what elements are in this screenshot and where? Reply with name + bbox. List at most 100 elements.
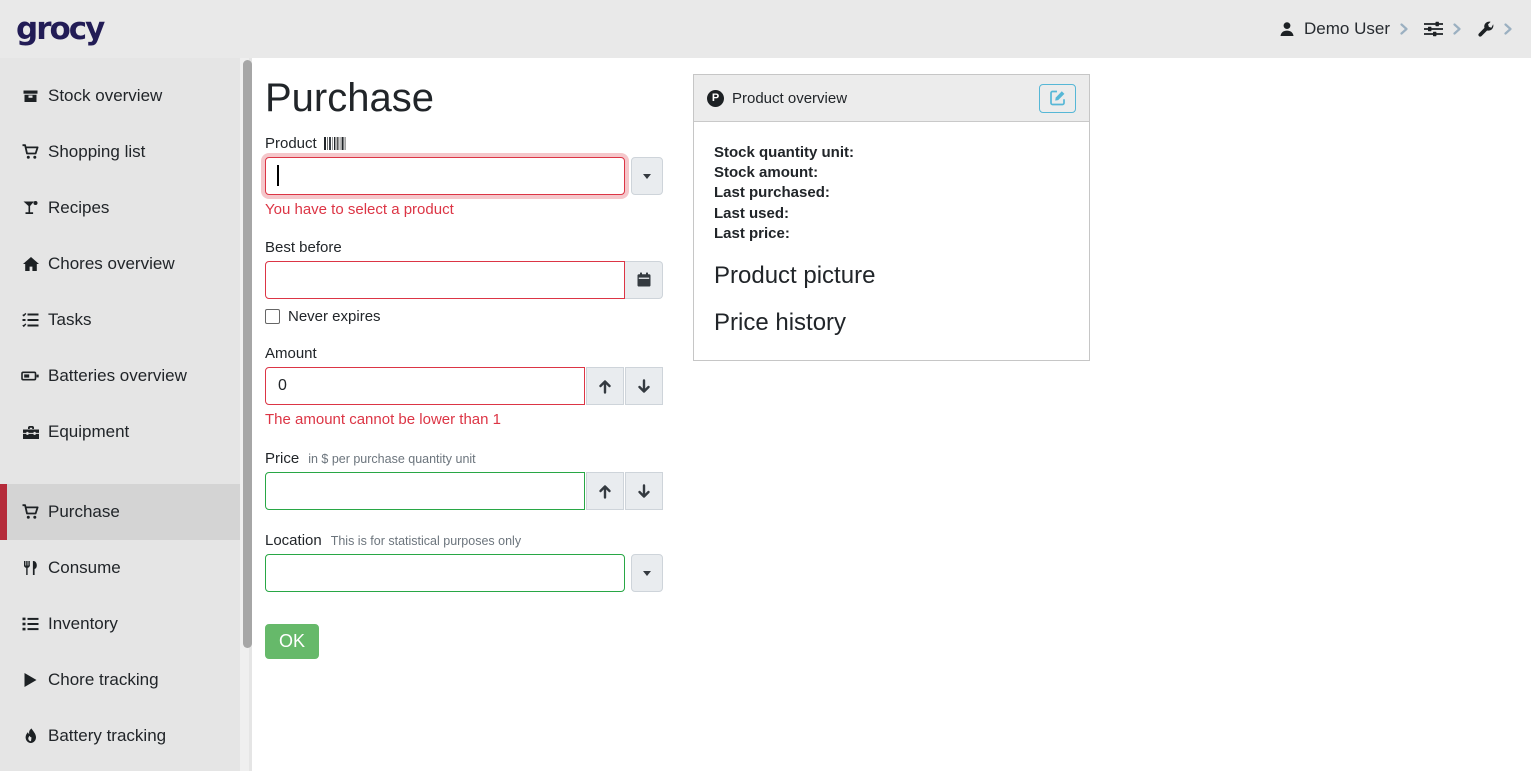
- toolbox-icon: [21, 424, 40, 440]
- sidebar-item-batteries-overview[interactable]: Batteries overview: [0, 348, 252, 404]
- sidebar-item-label: Consume: [48, 558, 121, 577]
- product-hunt-icon: P: [707, 89, 724, 107]
- chevron-down-icon: [643, 570, 651, 576]
- sidebar-scrollbar[interactable]: [243, 60, 252, 648]
- barcode-icon: [323, 137, 346, 150]
- sliders-icon: [1424, 21, 1443, 37]
- sidebar-item-equipment[interactable]: Equipment: [0, 404, 252, 460]
- sidebar-item-stock-overview[interactable]: Stock overview: [0, 68, 252, 124]
- product-overview-card: P Product overview Stock quantity unit: …: [693, 74, 1090, 361]
- price-label: Price: [265, 450, 300, 467]
- user-name: Demo User: [1304, 19, 1390, 38]
- admin-menu[interactable]: [1477, 21, 1513, 38]
- wrench-icon: [1477, 21, 1494, 38]
- amount-input[interactable]: [265, 367, 585, 405]
- main-content: Purchase Product: [252, 58, 1531, 771]
- product-picture-heading: Product picture: [714, 262, 876, 290]
- sidebar-item-label: Inventory: [48, 614, 118, 633]
- amount-field: Amount The amount cannot be: [265, 345, 663, 428]
- cocktail-icon: [21, 200, 40, 216]
- arrow-down-icon: [637, 483, 651, 499]
- price-field: Price in $ per purchase quantity unit: [265, 450, 663, 510]
- best-before-input[interactable]: [265, 261, 625, 299]
- sidebar-item-shopping-list[interactable]: Shopping list: [0, 124, 252, 180]
- product-error: You have to select a product: [265, 201, 454, 218]
- edit-product-button[interactable]: [1039, 83, 1076, 113]
- product-overview-header: P Product overview: [694, 75, 1089, 122]
- product-dropdown-toggle[interactable]: [631, 157, 663, 195]
- price-hint: in $ per purchase quantity unit: [308, 451, 476, 466]
- ok-button[interactable]: OK: [265, 624, 320, 659]
- shopping-cart-icon: [21, 144, 40, 160]
- chevron-right-icon: [1503, 23, 1513, 35]
- sidebar-item-label: Shopping list: [48, 142, 146, 161]
- sidebar-item-consume[interactable]: Consume: [0, 540, 252, 596]
- product-overview-title: Product overview: [732, 89, 848, 107]
- sidebar-item-label: Equipment: [48, 422, 130, 441]
- tasks-icon: [21, 312, 40, 328]
- user-icon: [1279, 21, 1295, 37]
- best-before-label: Best before: [265, 239, 342, 256]
- last-used-label: Last used:: [714, 204, 790, 222]
- flame-icon: [21, 728, 40, 744]
- calendar-icon: [636, 272, 652, 288]
- chevron-right-icon: [1452, 23, 1462, 35]
- price-increment-button[interactable]: [586, 472, 624, 510]
- sidebar-item-label: Batteries overview: [48, 366, 187, 385]
- home-icon: [21, 256, 40, 272]
- never-expires-row: Never expires: [265, 308, 663, 325]
- calendar-button[interactable]: [625, 261, 663, 299]
- sidebar: Stock overview Shopping list Recipes Cho…: [0, 58, 252, 771]
- settings-menu[interactable]: [1424, 21, 1462, 37]
- last-price-label: Last price:: [714, 224, 790, 242]
- product-label: Product: [265, 135, 317, 152]
- location-field: Location This is for statistical purpose…: [265, 532, 663, 592]
- sidebar-item-label: Battery tracking: [48, 726, 167, 745]
- list-icon: [21, 616, 40, 632]
- text-cursor: [277, 165, 279, 186]
- stock-amount-label: Stock amount:: [714, 164, 819, 182]
- location-input[interactable]: [265, 554, 625, 592]
- edit-icon: [1049, 90, 1066, 106]
- location-label: Location: [265, 532, 322, 549]
- grocy-logo[interactable]: grocy: [16, 10, 105, 47]
- arrow-up-icon: [598, 484, 612, 499]
- amount-increment-button[interactable]: [586, 367, 624, 405]
- best-before-field: Best before Never expires: [265, 239, 663, 325]
- chevron-down-icon: [643, 173, 651, 179]
- arrow-down-icon: [637, 378, 651, 394]
- arrow-up-icon: [598, 379, 612, 394]
- stock-quantity-unit-label: Stock quantity unit:: [714, 144, 854, 161]
- product-input[interactable]: [265, 157, 625, 195]
- price-decrement-button[interactable]: [625, 472, 663, 510]
- never-expires-checkbox[interactable]: [265, 309, 280, 324]
- page-title: Purchase: [265, 76, 434, 120]
- sidebar-item-tasks[interactable]: Tasks: [0, 292, 252, 348]
- sidebar-item-recipes[interactable]: Recipes: [0, 180, 252, 236]
- user-menu[interactable]: Demo User: [1279, 19, 1409, 39]
- play-icon: [21, 672, 40, 688]
- location-dropdown-toggle[interactable]: [631, 554, 663, 592]
- amount-error: The amount cannot be lower than 1: [265, 411, 501, 428]
- navbar-right: Demo User: [1279, 19, 1513, 39]
- utensils-icon: [21, 560, 40, 576]
- price-input[interactable]: [265, 472, 585, 510]
- sidebar-item-purchase[interactable]: Purchase: [0, 484, 252, 540]
- sidebar-item-chores-overview[interactable]: Chores overview: [0, 236, 252, 292]
- amount-label: Amount: [265, 345, 317, 362]
- shopping-cart-icon: [21, 504, 40, 520]
- sidebar-item-battery-tracking[interactable]: Battery tracking: [0, 708, 252, 764]
- battery-icon: [21, 368, 40, 384]
- top-navbar: grocy Demo User: [0, 0, 1531, 58]
- sidebar-item-label: Stock overview: [48, 86, 163, 105]
- last-purchased-label: Last purchased:: [714, 184, 830, 202]
- sidebar-item-label: Recipes: [48, 198, 110, 217]
- chevron-right-icon: [1399, 23, 1409, 35]
- location-hint: This is for statistical purposes only: [330, 533, 522, 548]
- sidebar-item-chore-tracking[interactable]: Chore tracking: [0, 652, 252, 708]
- product-field: Product You have to select a product: [265, 135, 663, 218]
- never-expires-label: Never expires: [288, 308, 381, 325]
- purchase-form: Product You have to select a product: [265, 135, 663, 659]
- amount-decrement-button[interactable]: [625, 367, 663, 405]
- sidebar-item-inventory[interactable]: Inventory: [0, 596, 252, 652]
